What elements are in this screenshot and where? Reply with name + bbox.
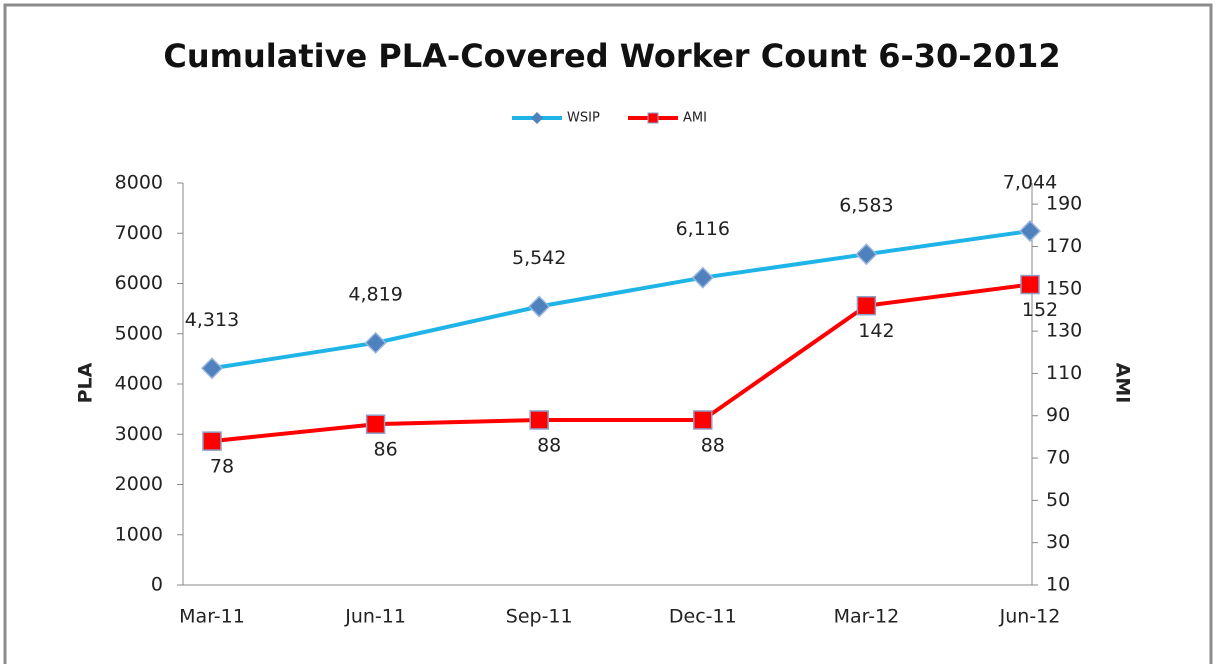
y-tick-label: 7000	[115, 222, 163, 244]
frame	[3, 3, 1213, 664]
marker	[691, 266, 714, 289]
data-label: 78	[210, 456, 234, 478]
marker	[202, 431, 222, 451]
marker	[693, 410, 713, 430]
chart-title: Cumulative PLA-Covered Worker Count 6-30…	[163, 37, 1060, 75]
x-tick-label: Jun-12	[999, 606, 1061, 628]
marker	[365, 414, 386, 434]
data-label: 6,583	[839, 195, 893, 217]
data-label: 88	[537, 434, 561, 456]
marker	[364, 331, 387, 354]
data-label: 5,542	[512, 247, 566, 269]
marker	[200, 357, 224, 380]
y-tick-label: 4000	[115, 373, 163, 395]
legend-label: AMI	[683, 111, 707, 126]
marker	[529, 410, 549, 430]
y-tick-label: 8000	[115, 172, 163, 194]
y-axis-label: PLA	[75, 362, 97, 403]
legend-marker	[647, 112, 659, 124]
y2-tick-label: 110	[1046, 362, 1082, 384]
y2-tick-label: 90	[1046, 404, 1070, 426]
x-tick-label: Mar-11	[179, 606, 245, 628]
y2-axis-label: AMI	[1112, 363, 1134, 404]
data-label: 86	[374, 439, 398, 461]
y2-tick-label: 170	[1046, 235, 1082, 257]
x-tick-label: Jun-11	[344, 606, 406, 628]
y2-tick-label: 50	[1046, 489, 1070, 511]
marker	[528, 295, 551, 318]
series-line	[211, 229, 1031, 371]
data-label: 142	[858, 320, 894, 342]
y-tick-label: 2000	[115, 473, 163, 495]
x-tick-label: Sep-11	[506, 606, 573, 628]
marker	[856, 295, 877, 316]
y-tick-label: 5000	[115, 322, 163, 344]
y2-tick-label: 10	[1046, 574, 1070, 596]
y-tick-label: 1000	[115, 523, 163, 545]
y-tick-label: 6000	[115, 272, 163, 294]
y2-tick-label: 150	[1046, 277, 1082, 299]
data-label: 152	[1022, 299, 1058, 321]
data-label: 88	[701, 434, 725, 456]
legend-marker	[531, 112, 543, 124]
data-label: 4,819	[348, 283, 402, 305]
x-tick-label: Mar-12	[834, 606, 900, 628]
y-tick-label: 3000	[115, 423, 163, 445]
y2-tick-label: 130	[1046, 320, 1082, 342]
series-line	[211, 282, 1031, 444]
x-tick-label: Dec-11	[669, 606, 737, 628]
marker	[855, 243, 878, 266]
data-label: 7,044	[1003, 172, 1057, 194]
y2-tick-label: 190	[1046, 193, 1082, 215]
data-label: 6,116	[676, 218, 730, 240]
data-label: 4,313	[185, 309, 239, 331]
y2-tick-label: 30	[1046, 531, 1070, 553]
y2-tick-label: 70	[1046, 447, 1070, 469]
legend-label: WSIP	[567, 111, 600, 126]
marker	[1018, 219, 1042, 243]
marker	[1020, 274, 1040, 295]
y-tick-label: 0	[151, 574, 163, 596]
